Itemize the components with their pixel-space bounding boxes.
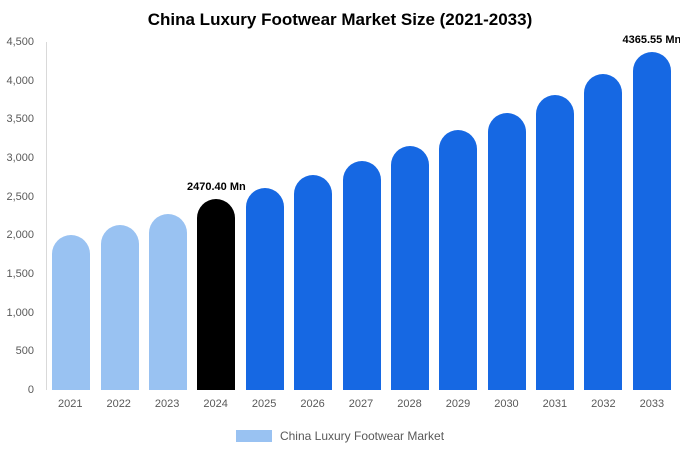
y-axis-labels: 0 500 1,000 1,500 2,000 2,500 3,000 3,500 4,000 4… xyxy=(0,36,40,396)
plot-area: 2470.40 Mn 4365.55 Mn xyxy=(46,34,680,390)
bar-2021[interactable] xyxy=(52,235,91,390)
x-axis-label: 2033 xyxy=(639,398,665,410)
x-axis-label: 2025 xyxy=(251,398,277,410)
bar-2031[interactable] xyxy=(536,95,575,390)
x-axis-label: 2028 xyxy=(397,398,422,410)
bar-cell xyxy=(47,42,95,390)
legend-label: China Luxury Footwear Market xyxy=(279,429,445,443)
x-axis-label: 2032 xyxy=(591,398,616,410)
bar-2025[interactable] xyxy=(245,188,284,390)
bar-2033[interactable] xyxy=(632,52,671,390)
bar-2024[interactable] xyxy=(197,198,236,390)
x-axis-label: 2022 xyxy=(106,398,131,410)
y-axis-label: 1,000 xyxy=(6,306,34,319)
y-axis-label: 4,500 xyxy=(6,36,34,48)
x-axis-label: 2027 xyxy=(348,398,374,410)
y-axis-label: 1,500 xyxy=(6,268,34,280)
bar-2030[interactable] xyxy=(487,113,526,390)
y-axis-label: 0 xyxy=(27,384,34,396)
bar-2032[interactable] xyxy=(584,73,623,390)
bar-cell xyxy=(144,42,192,390)
x-axis-label: 2024 xyxy=(203,398,228,410)
bar-2029[interactable] xyxy=(439,130,478,390)
y-axis-label: 4,000 xyxy=(6,74,34,87)
bar-cell xyxy=(434,42,482,390)
x-axis-labels: 2021 2022 2023 2024 2025 2026 2027 2028 2029 2030… xyxy=(46,398,676,410)
bar-cell xyxy=(241,42,289,390)
legend-swatch xyxy=(235,430,272,442)
y-axis-label: 500 xyxy=(15,345,34,358)
chart-title: China Luxury Footwear Market Size (2021-… xyxy=(147,10,533,29)
y-axis-label: 3,000 xyxy=(6,152,34,164)
bar-cell xyxy=(531,42,579,390)
bar-cell xyxy=(386,42,434,390)
bar-cell: 4365.55 Mn xyxy=(623,34,680,390)
x-axis-label: 2029 xyxy=(445,398,471,410)
y-axis-label: 2,500 xyxy=(6,190,34,203)
x-axis-label: 2021 xyxy=(57,398,83,410)
bar-value-label: 4365.55 Mn xyxy=(622,34,680,47)
bar-cell xyxy=(483,42,531,390)
bar-cell xyxy=(289,42,337,390)
bar-2023[interactable] xyxy=(148,213,187,390)
bar-2022[interactable] xyxy=(100,224,139,390)
bar-2028[interactable] xyxy=(390,146,429,390)
bar-cell xyxy=(337,42,385,390)
bar-cell xyxy=(95,42,143,390)
x-axis-label: 2030 xyxy=(494,398,519,410)
bar-cell: 2470.40 Mn xyxy=(187,42,246,390)
bar-cell xyxy=(579,42,627,390)
x-axis-label: 2031 xyxy=(542,398,568,410)
legend-item[interactable]: China Luxury Footwear Market xyxy=(0,429,680,443)
bar-value-label: 2470.40 Mn xyxy=(187,180,246,193)
y-axis-label: 2,000 xyxy=(6,229,34,242)
bar-2027[interactable] xyxy=(342,161,381,390)
x-axis-label: 2023 xyxy=(154,398,180,410)
x-axis-label: 2026 xyxy=(300,398,325,410)
y-axis-label: 3,500 xyxy=(6,113,34,126)
bar-2026[interactable] xyxy=(294,175,333,390)
